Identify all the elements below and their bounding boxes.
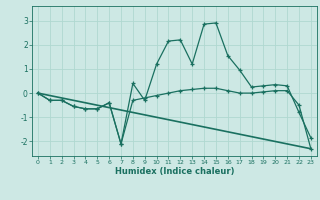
X-axis label: Humidex (Indice chaleur): Humidex (Indice chaleur) bbox=[115, 167, 234, 176]
